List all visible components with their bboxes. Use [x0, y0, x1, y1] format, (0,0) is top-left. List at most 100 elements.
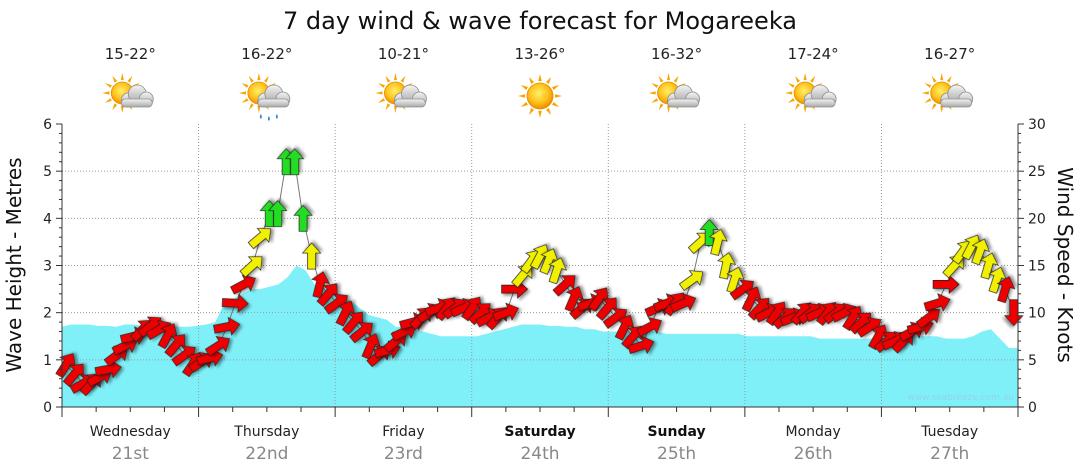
- wind-arrow: [717, 252, 737, 280]
- cloud-shape: [394, 84, 427, 108]
- wind-arrow: [923, 293, 951, 312]
- wind-arrow: [204, 336, 230, 357]
- wind-arrow: [171, 345, 196, 367]
- right-tick-label: 0: [1028, 400, 1037, 416]
- wind-arrow: [230, 274, 256, 295]
- sun-ray: [393, 73, 397, 81]
- day-date-label: 24th: [520, 444, 559, 464]
- left-tick-label: 1: [43, 353, 52, 369]
- sun-ray: [378, 98, 385, 103]
- sun-ray: [120, 105, 124, 113]
- sun-ray: [393, 105, 397, 113]
- wind-arrow: [293, 204, 313, 232]
- wind-arrow: [971, 238, 991, 266]
- sun-ray: [264, 75, 269, 83]
- wind-arrow: [669, 293, 697, 313]
- wind-arrow: [678, 270, 704, 291]
- day-name-label: Monday: [786, 424, 841, 440]
- sun-ray: [803, 105, 807, 113]
- wind-arrow: [602, 307, 628, 329]
- temperature-row: 15-22° 16-22° 10-21° 13-26° 16-32° 17-24° 16-2…: [105, 45, 976, 63]
- wind-arrow: [284, 148, 305, 176]
- wind-arrow: [349, 322, 373, 344]
- sun-ray: [518, 94, 526, 98]
- day-temp-label: 13-26°: [514, 45, 565, 63]
- sun-ray: [667, 73, 671, 81]
- sun-ray: [787, 83, 795, 88]
- sun-ray: [529, 108, 535, 116]
- axis-layer: 0 1 2 3 4 5 6 0 5 10 15 20 25 30: [43, 117, 1046, 417]
- sun-ray: [787, 98, 795, 103]
- wind-arrow-layer: [55, 148, 1024, 397]
- sun-ray: [385, 75, 391, 83]
- wind-arrow: [614, 314, 635, 341]
- right-tick-label: 10: [1028, 306, 1046, 322]
- wind-arrow: [856, 317, 882, 338]
- chart-title: 7 day wind & wave forecast for Mogareeka: [283, 7, 797, 35]
- sun-ray: [378, 83, 385, 88]
- sun-ray: [112, 103, 118, 111]
- wind-arrow: [552, 275, 576, 297]
- cloud-shape: [667, 84, 700, 108]
- sun-ray: [102, 91, 110, 95]
- sun-ray: [651, 98, 659, 103]
- left-tick-label: 4: [43, 211, 52, 227]
- left-tick-label: 6: [43, 117, 52, 133]
- rain-drop: [275, 114, 278, 119]
- partly-cloudy-icon: [375, 73, 427, 113]
- sun-ray: [803, 73, 807, 81]
- sun-ray: [120, 73, 124, 81]
- right-tick-label: 5: [1028, 353, 1037, 369]
- rain-drop: [267, 116, 270, 121]
- sun-ray: [651, 83, 659, 88]
- sun-ray: [795, 103, 800, 111]
- sun-ray: [545, 76, 551, 84]
- sun-ray: [538, 74, 542, 82]
- left-tick-label: 0: [43, 400, 52, 416]
- wind-arrow: [341, 311, 364, 336]
- day-labels: Wednesday 21st Thursday 22nd Friday 23rd Satur…: [90, 424, 978, 464]
- wind-arrow: [221, 293, 249, 314]
- weather-icon-row: [102, 73, 974, 121]
- wind-arrow: [564, 286, 584, 313]
- sun-ray: [940, 105, 944, 113]
- day-temp-label: 10-21°: [378, 45, 429, 63]
- left-tick-label: 5: [43, 164, 52, 180]
- sun-ray: [552, 101, 560, 107]
- sun-ray: [545, 108, 551, 116]
- day-name-label: Friday: [382, 424, 424, 440]
- day-temp-label: 17-24°: [788, 45, 839, 63]
- day-temp-label: 16-22°: [241, 45, 292, 63]
- wind-arrow: [267, 200, 288, 227]
- wind-arrow: [157, 323, 178, 350]
- sun-ray: [538, 110, 542, 118]
- sun-ray: [105, 83, 112, 88]
- day-date-label: 25th: [657, 444, 696, 464]
- sun-ray: [795, 75, 800, 83]
- sun-ray: [648, 91, 656, 95]
- sun-ray: [248, 103, 254, 111]
- sun-ray: [667, 105, 671, 113]
- wind-arrow: [627, 335, 655, 355]
- right-tick-label: 30: [1028, 117, 1046, 133]
- wind-arrow: [708, 228, 728, 256]
- day-date-label: 23rd: [384, 444, 423, 464]
- left-tick-label: 2: [43, 306, 52, 322]
- wind-arrow: [636, 316, 662, 337]
- left-tick-label: 3: [43, 259, 52, 275]
- left-axis-title: Wave Height - Metres: [2, 157, 26, 372]
- day-date-label: 22nd: [245, 444, 288, 464]
- sun-ray: [931, 75, 937, 83]
- wind-arrow: [492, 302, 519, 322]
- wind-arrow: [323, 293, 348, 315]
- wind-arrow: [311, 271, 331, 299]
- sun-ray: [112, 75, 118, 83]
- sun-ray: [241, 98, 249, 103]
- day-name-label: Sunday: [647, 424, 705, 440]
- partly-cloudy-icon: [648, 73, 700, 113]
- day-temp-label: 15-22°: [105, 45, 156, 63]
- day-name-label: Wednesday: [90, 424, 171, 440]
- day-date-label: 26th: [794, 444, 833, 464]
- sun-ray: [658, 75, 664, 83]
- cloud-shape: [120, 84, 154, 108]
